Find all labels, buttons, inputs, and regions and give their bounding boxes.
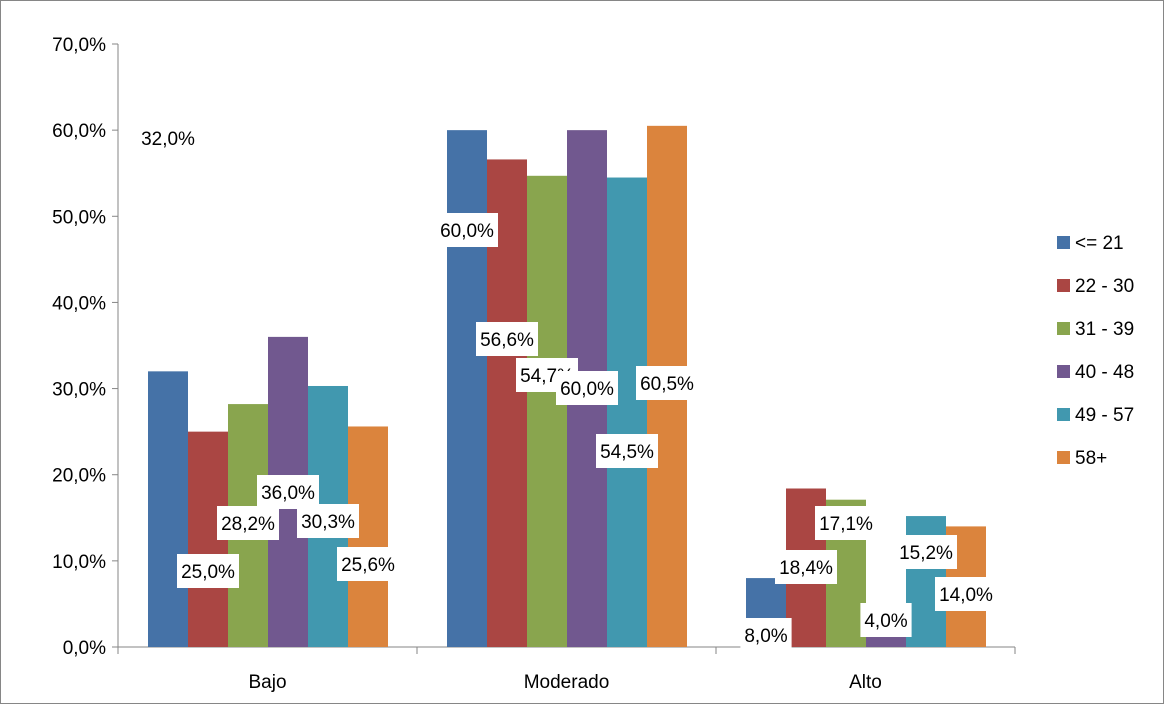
y-tick-label: 30,0%	[52, 380, 106, 401]
legend-swatch	[1057, 408, 1070, 421]
data-label: 60,5%	[636, 366, 698, 400]
data-label-box	[815, 506, 877, 540]
data-label-text: 60,0%	[440, 221, 494, 242]
data-label-box	[895, 535, 957, 569]
legend-label: 22 - 30	[1075, 276, 1134, 297]
legend-item: 58+	[1057, 448, 1107, 469]
data-label-text: 25,0%	[181, 562, 235, 583]
data-label-box	[740, 618, 792, 652]
data-label: 56,6%	[476, 322, 538, 356]
data-label-box	[337, 547, 399, 581]
data-label: 30,3%	[297, 504, 359, 538]
x-tick-label: Moderado	[524, 672, 610, 693]
y-tick-label: 40,0%	[52, 293, 106, 314]
y-tick-label: 20,0%	[52, 466, 106, 487]
bar[interactable]	[607, 177, 647, 647]
data-label-text: 28,2%	[221, 514, 275, 535]
legend-label: 49 - 57	[1075, 405, 1134, 426]
data-label-box	[436, 213, 498, 247]
y-tick-label: 70,0%	[52, 35, 106, 56]
data-label-box	[636, 366, 698, 400]
y-tick-label: 10,0%	[52, 552, 106, 573]
data-label-text: 36,0%	[261, 483, 315, 504]
data-label-text: 56,6%	[480, 330, 534, 351]
legend-swatch	[1057, 236, 1070, 249]
data-label: 60,0%	[556, 371, 618, 405]
data-label: 36,0%	[257, 475, 319, 509]
data-label-box	[257, 475, 319, 509]
data-label: 25,6%	[337, 547, 399, 581]
data-label-box	[596, 434, 658, 468]
legend-swatch	[1057, 322, 1070, 335]
data-label-box	[860, 603, 912, 637]
data-label: 17,1%	[815, 506, 877, 540]
data-label: 4,0%	[860, 603, 912, 637]
legend-swatch	[1057, 279, 1070, 292]
data-label-box	[556, 371, 618, 405]
y-tick-label: 0,0%	[63, 638, 106, 659]
data-label-box	[217, 506, 279, 540]
axes: 0,0% 10,0% 20,0% 30,0% 40,0% 50,0% 60,0% 70,0% B…	[52, 35, 1016, 693]
data-label-text: 60,0%	[560, 379, 614, 400]
data-label-box	[935, 577, 997, 611]
data-label-box	[476, 322, 538, 356]
data-label: 28,2%	[217, 506, 279, 540]
data-label-text: 18,4%	[779, 558, 833, 579]
data-label: 18,4%	[775, 550, 837, 584]
data-label-text: 4,0%	[864, 611, 907, 632]
legend-label: 31 - 39	[1075, 319, 1134, 340]
legend-label: 40 - 48	[1075, 362, 1134, 383]
legend-swatch	[1057, 451, 1070, 464]
data-labels: 32,0%60,0%8,0%25,0%56,6%18,4%28,2%54,7%1…	[137, 121, 997, 652]
legend-swatch	[1057, 365, 1070, 378]
data-label: 25,0%	[177, 554, 239, 588]
data-label: 14,0%	[935, 577, 997, 611]
legend: <= 21 22 - 30 31 - 39 40 - 48 49 - 57 58+	[1057, 233, 1134, 469]
data-label: 32,0%	[137, 121, 199, 155]
x-tick-label: Bajo	[248, 672, 286, 693]
data-label-box	[775, 550, 837, 584]
data-label-text: 15,2%	[899, 543, 953, 564]
y-tick-label: 60,0%	[52, 121, 106, 142]
legend-item: 40 - 48	[1057, 362, 1134, 383]
data-label-text: 60,5%	[640, 374, 694, 395]
legend-item: 49 - 57	[1057, 405, 1134, 426]
y-tick-label: 50,0%	[52, 207, 106, 228]
data-label: 8,0%	[740, 618, 792, 652]
x-tick-label: Alto	[849, 672, 882, 693]
bar[interactable]	[447, 130, 487, 648]
data-label-text: 25,6%	[341, 555, 395, 576]
data-label-text: 8,0%	[744, 626, 787, 647]
data-label: 54,5%	[596, 434, 658, 468]
data-label-text: 54,5%	[600, 442, 654, 463]
data-label: 60,0%	[436, 213, 498, 247]
data-label-box	[297, 504, 359, 538]
legend-item: 31 - 39	[1057, 319, 1134, 340]
legend-item: <= 21	[1057, 233, 1124, 254]
data-label-box	[137, 121, 199, 155]
legend-label: 58+	[1075, 448, 1107, 469]
bar[interactable]	[527, 175, 567, 647]
data-label: 15,2%	[895, 535, 957, 569]
data-label-box	[177, 554, 239, 588]
data-label-text: 30,3%	[301, 512, 355, 533]
data-label-text: 14,0%	[939, 585, 993, 606]
data-label-text: 32,0%	[141, 129, 195, 150]
data-label-text: 17,1%	[819, 514, 873, 535]
legend-item: 22 - 30	[1057, 276, 1134, 297]
bar[interactable]	[148, 371, 188, 647]
legend-label: <= 21	[1075, 233, 1124, 254]
